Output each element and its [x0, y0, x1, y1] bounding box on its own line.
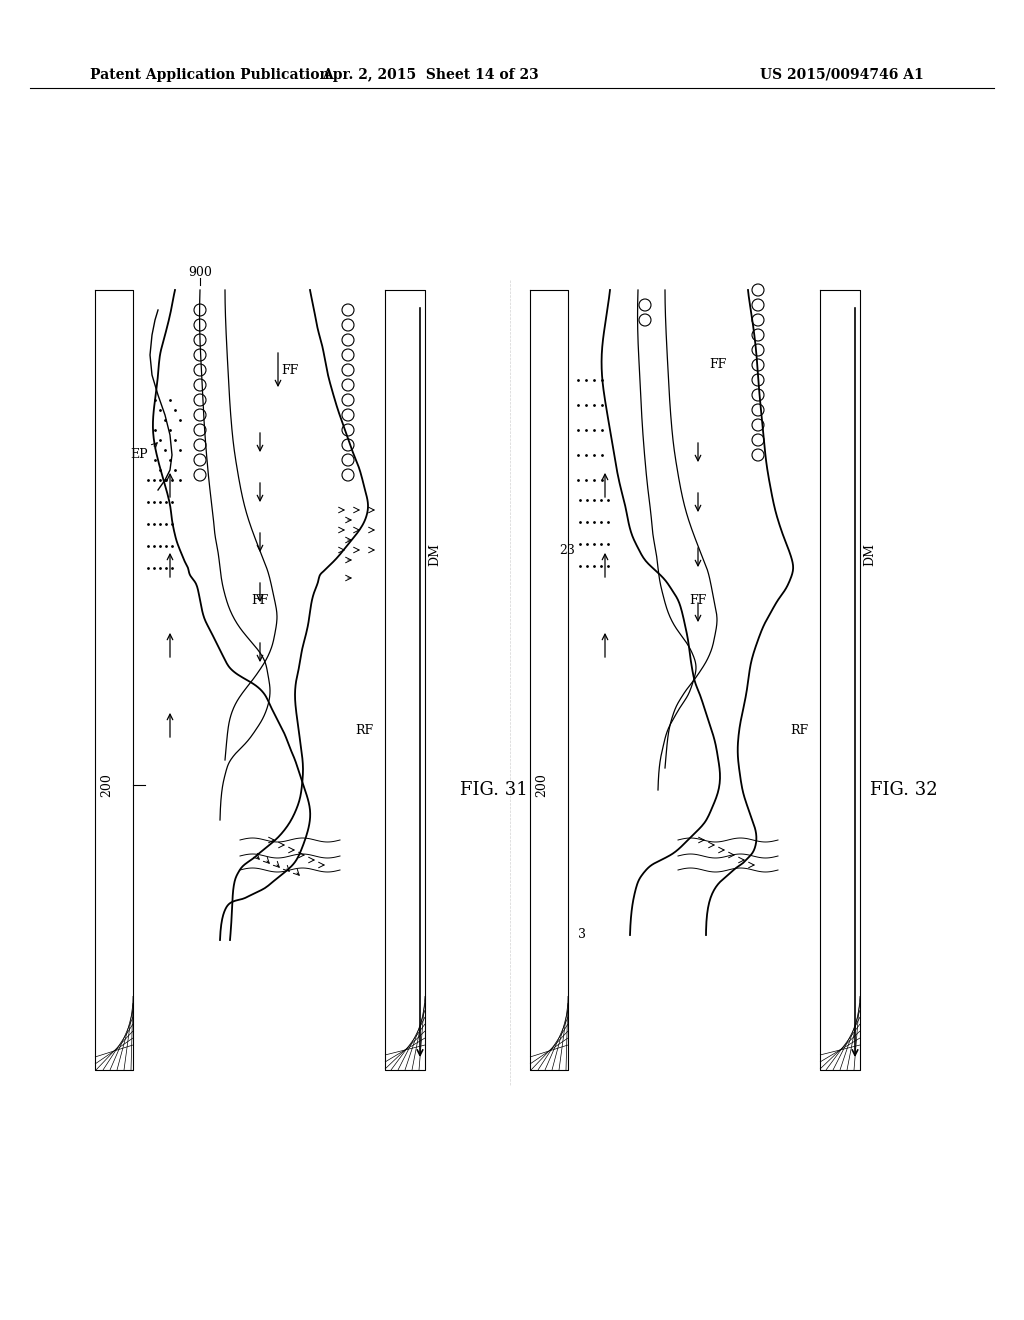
Text: FIG. 31: FIG. 31	[460, 781, 527, 799]
Text: 200: 200	[100, 774, 113, 797]
Text: 3: 3	[578, 928, 586, 941]
Text: Patent Application Publication: Patent Application Publication	[90, 69, 330, 82]
Text: FIG. 32: FIG. 32	[870, 781, 938, 799]
Text: FF: FF	[282, 363, 299, 376]
Text: RF: RF	[790, 723, 808, 737]
Text: 900: 900	[188, 265, 212, 279]
Text: DM: DM	[863, 544, 876, 566]
Text: FF: FF	[689, 594, 707, 606]
Text: US 2015/0094746 A1: US 2015/0094746 A1	[760, 69, 924, 82]
Text: 200: 200	[535, 774, 548, 797]
Text: RF: RF	[355, 723, 373, 737]
Text: Apr. 2, 2015  Sheet 14 of 23: Apr. 2, 2015 Sheet 14 of 23	[322, 69, 539, 82]
Text: FF: FF	[710, 359, 727, 371]
Text: DM: DM	[428, 544, 441, 566]
Text: FF: FF	[251, 594, 268, 606]
Text: 23: 23	[559, 544, 575, 557]
Text: EP: EP	[130, 449, 148, 462]
